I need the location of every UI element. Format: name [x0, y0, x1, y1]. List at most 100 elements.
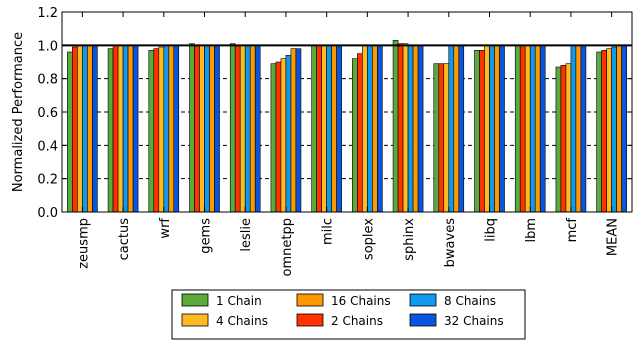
bar	[352, 58, 358, 213]
bar	[596, 51, 602, 213]
bar	[372, 45, 378, 213]
bar	[311, 45, 317, 213]
category-label: leslie	[239, 218, 254, 252]
category-label: milc	[321, 218, 336, 245]
bar	[72, 46, 78, 213]
legend-box	[171, 289, 526, 340]
bar	[499, 45, 505, 213]
bar	[199, 45, 205, 213]
bar	[239, 45, 246, 213]
bar	[377, 45, 383, 213]
category-label: gems	[199, 218, 214, 254]
category-label: soplex	[361, 218, 376, 260]
legend-label: 2 Chains	[331, 314, 383, 328]
legend-label: 1 Chain	[216, 294, 262, 308]
bar	[87, 45, 93, 213]
bar	[280, 58, 287, 213]
bar	[194, 45, 200, 213]
bar	[285, 55, 292, 213]
bar	[580, 45, 587, 213]
bar	[189, 43, 195, 213]
bar	[489, 45, 495, 213]
bar	[555, 66, 562, 213]
legend-swatch	[181, 293, 209, 307]
y-axis-label: Normalized Performance	[11, 32, 26, 192]
bar	[484, 45, 490, 213]
bar	[621, 45, 627, 213]
bar	[132, 45, 139, 213]
bar	[524, 45, 531, 213]
category-label: bwaves	[443, 218, 458, 268]
legend-swatch	[296, 293, 324, 307]
bar	[295, 48, 302, 213]
bar	[362, 45, 368, 213]
bar	[494, 45, 500, 213]
y-tick-label: 1.0	[37, 39, 58, 54]
bar	[148, 50, 155, 213]
bar	[336, 45, 342, 213]
category-label: cactus	[117, 218, 132, 261]
bar	[326, 45, 332, 213]
category-label: lbm	[524, 218, 539, 243]
bar	[117, 45, 124, 213]
y-tick-label: 0.6	[37, 106, 58, 121]
bar	[204, 45, 210, 213]
bar	[611, 46, 617, 213]
y-tick-label: 0.4	[37, 139, 58, 154]
bar	[575, 45, 582, 213]
bar	[112, 45, 119, 213]
bar	[601, 50, 607, 213]
legend-swatch	[296, 313, 324, 327]
plot-frame	[61, 11, 633, 213]
legend-label: 4 Chains	[216, 314, 268, 328]
bar	[234, 45, 241, 213]
bar	[270, 63, 277, 213]
bar	[402, 43, 409, 213]
bar	[122, 45, 129, 213]
bar	[173, 45, 180, 213]
bar	[453, 45, 460, 213]
legend-label: 32 Chains	[444, 314, 504, 328]
bar	[448, 45, 455, 213]
bar	[316, 45, 322, 213]
bar	[275, 61, 282, 213]
bar	[412, 45, 419, 213]
bar	[534, 45, 541, 213]
bar	[249, 45, 256, 213]
legend-label: 8 Chains	[444, 294, 496, 308]
bar	[107, 48, 114, 213]
bar	[92, 45, 98, 213]
category-label: libq	[484, 218, 499, 242]
bar	[433, 63, 440, 213]
bar	[67, 51, 73, 213]
bar	[77, 45, 83, 213]
y-tick-label: 1.2	[37, 6, 58, 21]
bar	[153, 48, 160, 213]
bar	[479, 50, 485, 213]
bar	[606, 48, 612, 213]
bar	[474, 50, 480, 213]
bar	[331, 45, 337, 213]
bar	[438, 63, 445, 213]
legend-label: 16 Chains	[331, 294, 391, 308]
bar	[519, 45, 526, 213]
legend-swatch	[181, 313, 209, 327]
bar	[82, 45, 88, 213]
bar	[514, 45, 521, 213]
bar	[392, 40, 399, 213]
y-tick-label: 0.0	[37, 206, 58, 221]
bar	[560, 65, 567, 213]
bar	[407, 45, 414, 213]
bar	[158, 46, 165, 213]
bar	[417, 45, 424, 213]
bar	[397, 43, 404, 213]
category-label: zeusmp	[76, 218, 91, 269]
gridlines	[62, 78, 632, 180]
bar	[214, 45, 220, 213]
legend-swatch	[409, 293, 437, 307]
legend: 1 Chain 4 Chains 16 Chains 2 Chains 8 Chains…	[171, 289, 526, 340]
bar	[209, 45, 215, 213]
bar	[127, 45, 134, 213]
bar	[254, 45, 261, 213]
bar	[321, 45, 327, 213]
